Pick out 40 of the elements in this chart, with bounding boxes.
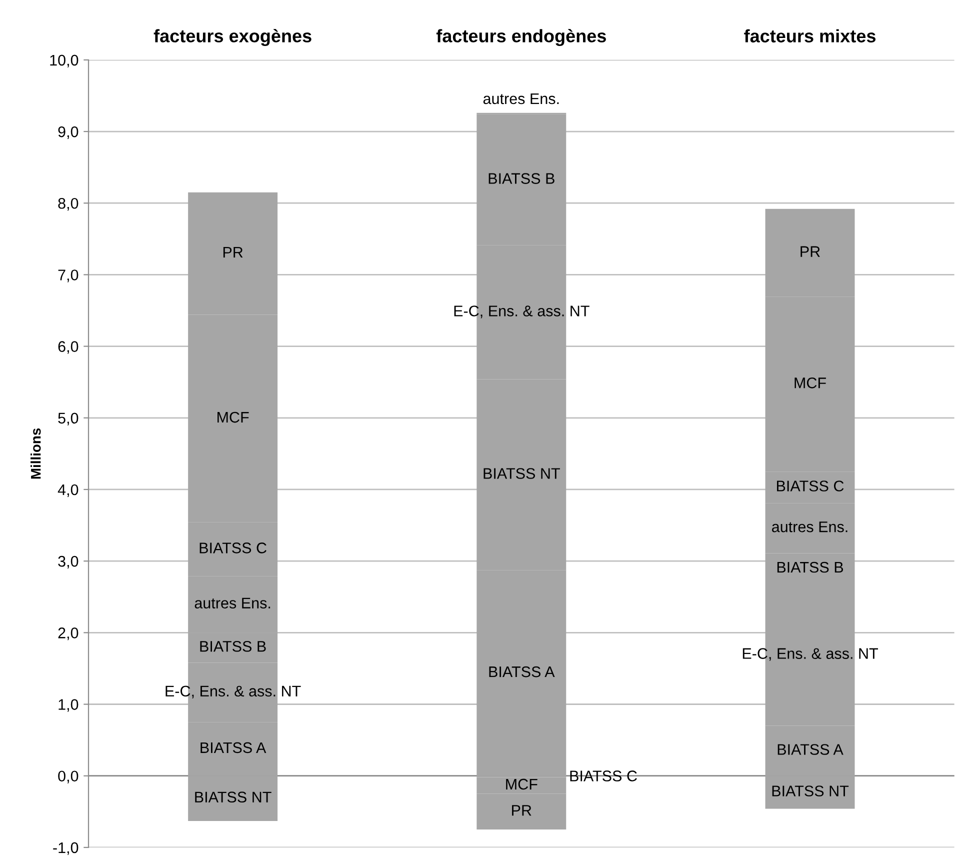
y-tick-label: 8,0 <box>58 198 78 211</box>
series-label: PR <box>512 805 532 816</box>
text: PR <box>223 247 243 258</box>
y-tick-label: 5,0 <box>58 412 78 426</box>
series-label: BIATSS B <box>200 640 266 652</box>
x-tick-label: facteurs endogènes <box>436 28 606 46</box>
y-tick-label: 3,0 <box>58 556 78 569</box>
y-tick-label: 4,0 <box>58 484 78 497</box>
text: MCF <box>218 412 249 423</box>
text: PR <box>800 246 820 257</box>
text: BIATSS A <box>489 666 555 678</box>
text: BIATSS A <box>778 744 844 755</box>
text: BIATSS C <box>200 542 266 554</box>
text: BIATSS NT <box>772 786 849 796</box>
text: E-C, Ens. & ass. NT <box>742 648 878 661</box>
y-tick-label: 9,0 <box>58 126 78 140</box>
x-tick-label: facteurs exogènes <box>154 28 312 46</box>
y-tick-label: -1,0 <box>53 842 78 855</box>
y-tick-label: 10,0 <box>50 54 78 68</box>
y-tick-label: 0,0 <box>58 770 78 784</box>
series-label: E-C, Ens. & ass. NT <box>166 686 301 698</box>
series-label: autres Ens. <box>194 598 270 608</box>
y-tick-label: 7,0 <box>58 270 78 282</box>
series-label: MCF <box>506 778 538 790</box>
text: autres Ens. <box>483 93 559 104</box>
text: BIATSS NT <box>195 792 272 802</box>
y-tick-label: 1,0 <box>58 699 78 712</box>
text: BIATSS B <box>488 173 554 184</box>
text: BIATSS B <box>777 562 844 573</box>
text: BIATSS C <box>777 480 844 492</box>
y-axis-title: Millions <box>30 428 41 479</box>
x-tick-label: facteurs mixtes <box>744 29 876 42</box>
y-tick-label: 6,0 <box>58 341 78 354</box>
text: MCF <box>794 378 826 388</box>
text: autres Ens. <box>772 522 848 532</box>
text: E-C, Ens. & ass. NT <box>454 306 590 318</box>
series-label: BIATSS A <box>200 742 266 754</box>
y-tick-label: 2,0 <box>58 628 78 640</box>
series-label: BIATSS C <box>570 770 637 782</box>
series-label: BIATSS NT <box>484 468 560 479</box>
